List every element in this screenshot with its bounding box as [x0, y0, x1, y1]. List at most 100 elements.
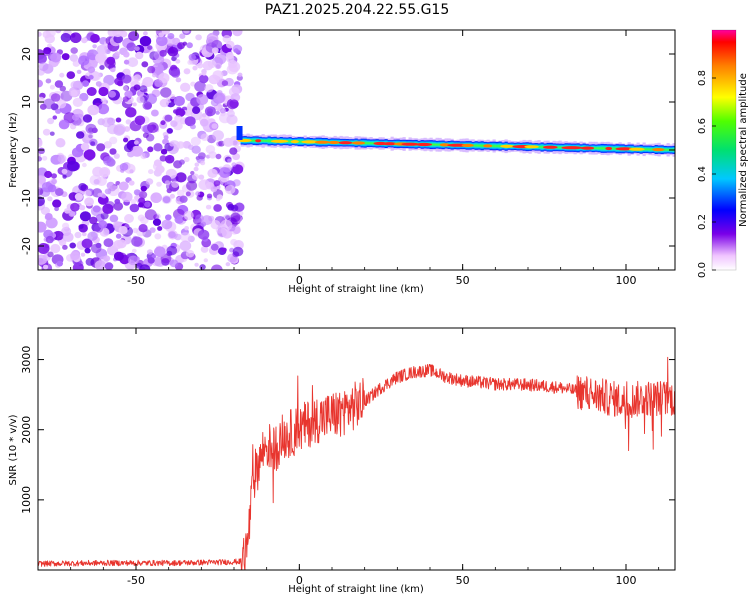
noise-blob — [130, 199, 136, 205]
noise-blob — [154, 233, 162, 240]
noise-blob — [51, 178, 57, 185]
colorbar-ticks: 0.0 0.2 0.4 0.6 0.8 — [697, 70, 716, 278]
noise-blob — [206, 193, 213, 199]
noise-blob — [205, 204, 212, 210]
noise-blob — [230, 238, 238, 246]
y-tick-label: 10 — [20, 95, 33, 109]
noise-blob — [44, 213, 53, 221]
noise-blob — [80, 142, 90, 151]
x-tick-label: 50 — [456, 574, 470, 587]
noise-blob — [127, 57, 139, 68]
noise-blob — [208, 151, 217, 159]
noise-blob — [175, 172, 187, 183]
noise-blob — [195, 34, 202, 41]
band-segment — [645, 145, 649, 153]
band-peak — [615, 147, 634, 151]
noise-blob — [66, 71, 76, 79]
noise-blob — [190, 170, 195, 175]
noise-blob — [149, 227, 156, 233]
noise-blob — [135, 51, 144, 60]
noise-blob — [38, 138, 43, 146]
noise-blob — [159, 49, 167, 57]
noise-blob — [160, 120, 166, 126]
noise-blob — [56, 99, 67, 109]
noise-blob — [90, 243, 102, 254]
noise-blob — [83, 149, 96, 161]
noise-blob — [156, 181, 162, 187]
y-tick-label: 0 — [20, 147, 33, 154]
noise-blob — [96, 176, 107, 186]
noise-blob — [84, 189, 92, 197]
noise-blob — [58, 119, 70, 130]
noise-blob — [45, 235, 54, 244]
band-segment — [600, 143, 604, 153]
band-peak — [270, 139, 289, 143]
noise-blob — [90, 141, 96, 146]
noise-blob — [124, 214, 134, 223]
noise-blob — [187, 60, 193, 65]
noise-blob — [150, 192, 162, 203]
noise-blob — [84, 247, 91, 254]
noise-blob — [211, 264, 223, 270]
band-segment — [264, 137, 268, 145]
noise-blob — [38, 62, 49, 72]
noise-blob — [152, 218, 162, 226]
noise-blob — [98, 256, 108, 265]
snr-panel: -50 0 50 100 1000 2000 3000 Height of straigh… — [8, 327, 676, 595]
band-peak — [500, 144, 514, 148]
noise-blob — [213, 92, 226, 104]
colorbar-frame — [711, 29, 737, 271]
noise-blob — [50, 93, 61, 102]
noise-blob — [79, 205, 86, 211]
noise-blob — [154, 246, 166, 257]
noise-blob — [125, 107, 137, 118]
noise-blob — [183, 210, 194, 221]
noise-blob — [200, 160, 206, 166]
noise-blob — [86, 87, 97, 96]
noise-blob — [218, 167, 231, 178]
noise-blob — [204, 84, 214, 93]
noise-blob — [97, 192, 103, 197]
noise-blob — [186, 180, 198, 191]
band-segment — [432, 140, 436, 149]
noise-blob — [121, 191, 133, 203]
noise-blob — [38, 152, 42, 158]
band-peak — [415, 142, 433, 147]
noise-blob — [183, 30, 190, 34]
noise-blob — [159, 155, 167, 162]
noise-blob — [225, 40, 235, 49]
noise-blob — [38, 147, 45, 154]
spectrogram-noise — [38, 30, 245, 270]
band-peak — [338, 141, 353, 145]
noise-blob — [128, 31, 140, 42]
noise-blob — [70, 202, 80, 212]
noise-blob — [153, 159, 162, 167]
x-tick-label: 100 — [616, 274, 637, 287]
noise-blob — [200, 245, 209, 253]
y-tick-label: 2000 — [20, 416, 33, 444]
noise-blob — [199, 264, 206, 270]
noise-blob — [57, 154, 67, 163]
noise-blob — [110, 67, 116, 73]
noise-blob — [196, 94, 209, 105]
noise-blob — [225, 51, 234, 60]
noise-blob — [74, 231, 82, 239]
noise-blob — [47, 251, 54, 258]
band-segment — [267, 136, 271, 146]
band-peak — [561, 146, 583, 150]
noise-blob — [107, 185, 120, 197]
noise-blob — [103, 229, 109, 236]
noise-blob — [67, 160, 79, 172]
colorbar-tick-label: 0.2 — [697, 214, 708, 230]
noise-blob — [54, 80, 64, 88]
noise-blob — [100, 97, 107, 103]
noise-blob — [147, 257, 155, 264]
noise-blob — [71, 147, 84, 158]
spectrogram-y-axis: -20 -10 0 10 20 — [20, 47, 675, 255]
noise-blob — [115, 181, 121, 186]
noise-blob — [129, 203, 140, 213]
noise-blob — [61, 168, 68, 175]
colorbar-gradient — [712, 30, 736, 270]
band-segment — [498, 141, 502, 151]
